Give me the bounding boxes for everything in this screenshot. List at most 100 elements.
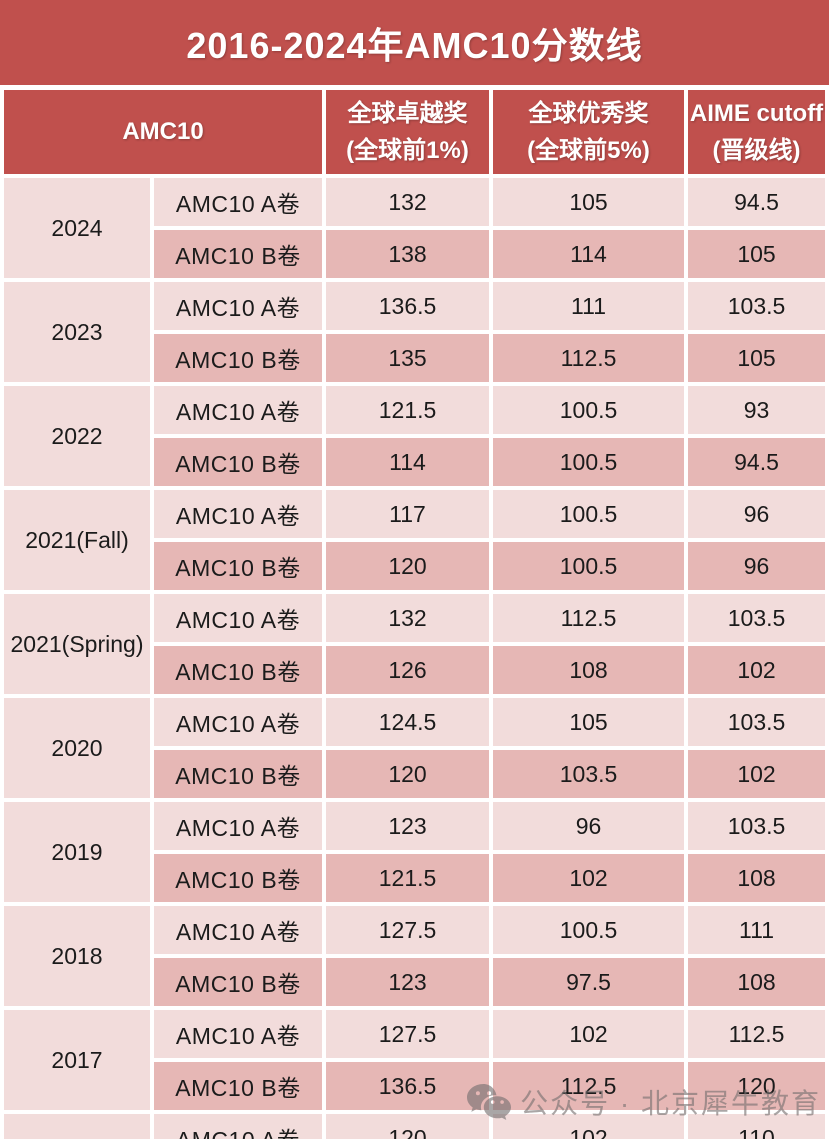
- score-cell: 103.5: [493, 750, 685, 798]
- column-header-amc10: AMC10: [4, 90, 323, 174]
- score-cell: 126: [326, 646, 490, 694]
- year-cell-2020: 2020: [4, 698, 150, 798]
- paper-cell: AMC10 B卷: [154, 1062, 323, 1110]
- paper-cell: AMC10 A卷: [154, 386, 323, 434]
- table-row: 2021(Fall) AMC10 A卷 117 100.5 96: [4, 490, 826, 590]
- score-cell: 102: [688, 750, 826, 798]
- score-cell: 112.5: [688, 1010, 826, 1058]
- year-cell-2023: 2023: [4, 282, 150, 382]
- paper-cell: AMC10 B卷: [154, 438, 323, 486]
- score-cell: 102: [493, 1010, 685, 1058]
- score-cell: 100.5: [493, 490, 685, 538]
- table-row: AMC10 B卷 138 114 105: [4, 230, 826, 278]
- score-cell: 96: [688, 490, 826, 538]
- paper-cell: AMC10 B卷: [154, 854, 323, 902]
- table-row: AMC10 B卷 120 103.5 102: [4, 750, 826, 798]
- paper-cell: AMC10 A卷: [154, 1010, 323, 1058]
- table-row: AMC10 B卷 114 100.5 94.5: [4, 438, 826, 486]
- column-header-line1: 全球优秀奖: [528, 99, 649, 127]
- column-header-distinction: 全球卓越奖 (全球前1%): [326, 90, 490, 174]
- column-header-line2: (晋级线): [712, 137, 801, 164]
- score-cell: 96: [493, 802, 685, 850]
- year-cell-2018: 2018: [4, 906, 150, 1006]
- score-cell: 110: [688, 1114, 826, 1139]
- score-cell: 127.5: [326, 1010, 490, 1058]
- score-cell: 100.5: [493, 386, 685, 434]
- year-cell-2024: 2024: [4, 178, 150, 278]
- score-cell: 102: [493, 854, 685, 902]
- score-cell: 105: [688, 230, 826, 278]
- score-cell: 114: [493, 230, 685, 278]
- table-row: AMC10 B卷 136.5 112.5 120: [4, 1062, 826, 1110]
- score-cell: 100.5: [493, 438, 685, 486]
- score-cell: 120: [326, 542, 490, 590]
- score-cell: 120: [688, 1062, 826, 1110]
- score-cell: 135: [326, 334, 490, 382]
- year-cell-2019: 2019: [4, 802, 150, 902]
- table-row: AMC10 B卷 121.5 102 108: [4, 854, 826, 902]
- column-header-line2: (全球前1%): [346, 137, 469, 164]
- paper-cell: AMC10 A卷: [154, 178, 323, 226]
- year-cell-2021-fall: 2021(Fall): [4, 490, 150, 590]
- score-cell: 136.5: [326, 282, 490, 330]
- score-cell: 103.5: [688, 698, 826, 746]
- table-row: 2024 AMC10 A卷 132 105 94.5: [4, 178, 826, 278]
- paper-cell: AMC10 A卷: [154, 802, 323, 850]
- table-row: 2019 AMC10 A卷 123 96 103.5: [4, 802, 826, 902]
- column-header-line1: 全球卓越奖: [347, 99, 468, 127]
- table-row: 2021(Spring) AMC10 A卷 132 112.5 103.5: [4, 594, 826, 694]
- score-cell: 120: [326, 1114, 490, 1139]
- score-cell: 127.5: [326, 906, 490, 954]
- paper-cell: AMC10 B卷: [154, 334, 323, 382]
- score-cell: 100.5: [493, 542, 685, 590]
- score-cell: 94.5: [688, 178, 826, 226]
- score-cell: 123: [326, 802, 490, 850]
- score-cell: 121.5: [326, 386, 490, 434]
- score-cell: 112.5: [493, 1062, 685, 1110]
- year-cell-2021-spring: 2021(Spring): [4, 594, 150, 694]
- score-cell: 136.5: [326, 1062, 490, 1110]
- table-row: AMC10 B卷 120 100.5 96: [4, 542, 826, 590]
- score-cell: 108: [493, 646, 685, 694]
- header-row: AMC10 全球卓越奖 (全球前1%) 全球优秀奖 (全球前5%) AIME c…: [4, 90, 826, 174]
- score-cell: 103.5: [688, 802, 826, 850]
- column-header-aime-cutoff: AIME cutoff (晋级线): [688, 90, 826, 174]
- table-row: 2022 AMC10 A卷 121.5 100.5 93: [4, 386, 826, 486]
- score-table: AMC10 全球卓越奖 (全球前1%) 全球优秀奖 (全球前5%) AIME c…: [0, 86, 829, 1139]
- score-cell: 103.5: [688, 282, 826, 330]
- score-cell: 108: [688, 854, 826, 902]
- column-header-line2: (全球前5%): [527, 137, 650, 164]
- paper-cell: AMC10 A卷: [154, 490, 323, 538]
- score-cell: 111: [493, 282, 685, 330]
- score-cell: 105: [688, 334, 826, 382]
- score-cell: 108: [688, 958, 826, 1006]
- table-row: 2018 AMC10 A卷 127.5 100.5 111: [4, 906, 826, 1006]
- paper-cell: AMC10 A卷: [154, 1114, 323, 1139]
- column-header-line1: AIME cutoff: [689, 99, 824, 127]
- score-cell: 97.5: [493, 958, 685, 1006]
- score-cell: 103.5: [688, 594, 826, 642]
- year-cell-2017: 2017: [4, 1010, 150, 1110]
- score-cell: 114: [326, 438, 490, 486]
- paper-cell: AMC10 B卷: [154, 646, 323, 694]
- score-cell: 132: [326, 178, 490, 226]
- score-cell: 120: [326, 750, 490, 798]
- score-cell: 105: [493, 698, 685, 746]
- score-cell: 112.5: [493, 594, 685, 642]
- table-row: AMC10 B卷 123 97.5 108: [4, 958, 826, 1006]
- score-cell: 121.5: [326, 854, 490, 902]
- paper-cell: AMC10 B卷: [154, 542, 323, 590]
- score-cell: 111: [688, 906, 826, 954]
- score-cell: 102: [493, 1114, 685, 1139]
- year-cell-2022: 2022: [4, 386, 150, 486]
- page-title: 2016-2024年AMC10分数线: [0, 0, 829, 85]
- score-cell: 117: [326, 490, 490, 538]
- table-row: 2017 AMC10 A卷 127.5 102 112.5: [4, 1010, 826, 1110]
- table-row: 2020 AMC10 A卷 124.5 105 103.5: [4, 698, 826, 798]
- table-row: 2023 AMC10 A卷 136.5 111 103.5: [4, 282, 826, 382]
- score-cell: 123: [326, 958, 490, 1006]
- paper-cell: AMC10 A卷: [154, 906, 323, 954]
- column-header-honor-roll: 全球优秀奖 (全球前5%): [493, 90, 685, 174]
- score-cell: 93: [688, 386, 826, 434]
